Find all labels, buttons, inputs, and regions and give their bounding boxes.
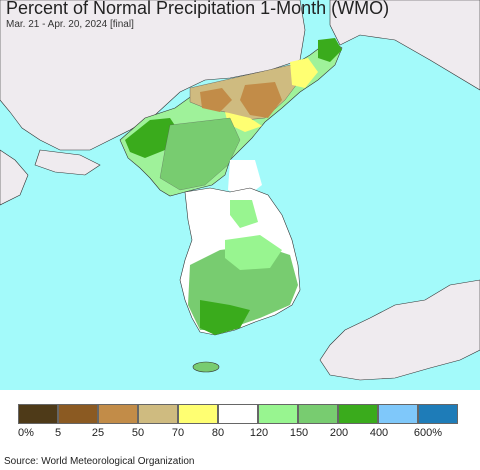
- legend-swatch-10: [418, 404, 458, 424]
- yellow-zone-2: [225, 112, 262, 132]
- source-credit: Source: World Meteorological Organizatio…: [4, 456, 195, 467]
- legend-swatch-0: [18, 404, 58, 424]
- legend-swatch-1: [58, 404, 98, 424]
- legend-swatch-8: [338, 404, 378, 424]
- yellow-zone: [290, 58, 318, 88]
- china-coast-south: [0, 149, 29, 206]
- japan-landmass: [319, 279, 480, 381]
- jeju-island: [192, 361, 220, 373]
- sk-light-green-west: [230, 200, 258, 228]
- legend-label: 70: [171, 427, 185, 439]
- legend-swatch-6: [258, 404, 298, 424]
- color-legend: [18, 404, 458, 424]
- russia-landmass: [329, 0, 480, 91]
- legend-label: 5: [54, 427, 62, 439]
- legend-label: 80: [211, 427, 225, 439]
- wet-northeast: [318, 38, 342, 62]
- legend-label: 200: [329, 427, 349, 439]
- legend-swatch-9: [378, 404, 418, 424]
- page-title: Percent of Normal Precipitation 1-Month …: [6, 0, 390, 18]
- legend-swatch-5: [218, 404, 258, 424]
- very-dry-zone-2: [240, 82, 282, 118]
- green-central-nk: [159, 117, 241, 191]
- white-patch-nk: [228, 160, 262, 198]
- legend-label: 600%: [413, 427, 443, 439]
- legend-swatch-2: [98, 404, 138, 424]
- very-dry-zone: [200, 88, 232, 112]
- wet-northwest: [125, 118, 178, 158]
- precipitation-map: [0, 0, 480, 390]
- legend-swatch-3: [138, 404, 178, 424]
- legend-swatch-4: [178, 404, 218, 424]
- date-range: Mar. 21 - Apr. 20, 2024 [final]: [6, 19, 134, 30]
- legend-label: 25: [91, 427, 105, 439]
- legend-swatch-7: [298, 404, 338, 424]
- sk-light-green: [225, 235, 282, 270]
- liaodong: [34, 149, 101, 176]
- legend-label: 150: [289, 427, 309, 439]
- legend-label: 120: [249, 427, 269, 439]
- sk-dark-green-coast: [200, 300, 250, 335]
- legend-label: 50: [131, 427, 145, 439]
- legend-labels: 0% 5 25 50 70 80 120 150 200 400 600%: [0, 427, 480, 441]
- legend-label: 400: [369, 427, 389, 439]
- legend-label: 0%: [18, 427, 34, 439]
